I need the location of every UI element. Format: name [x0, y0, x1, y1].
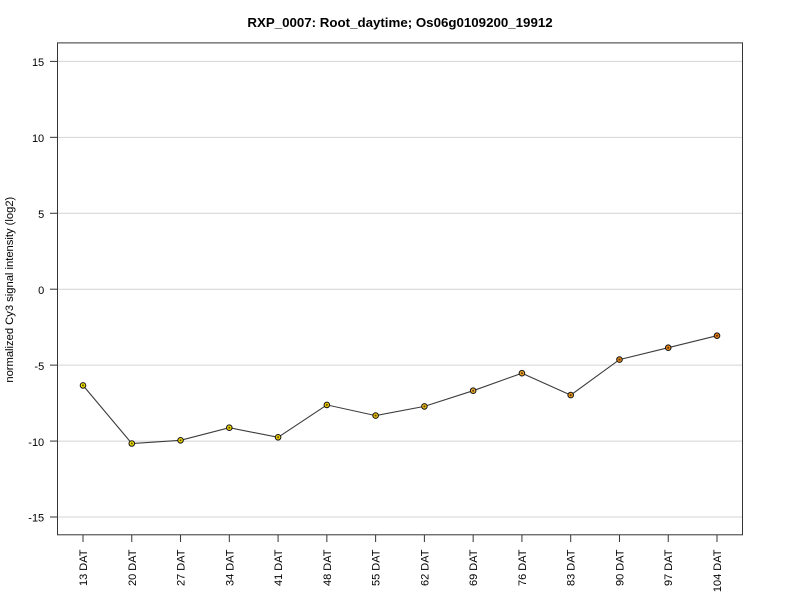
svg-text:15: 15 — [32, 57, 44, 69]
svg-text:83 DAT: 83 DAT — [566, 549, 578, 586]
svg-text:90 DAT: 90 DAT — [614, 549, 626, 586]
svg-text:76 DAT: 76 DAT — [517, 549, 529, 586]
svg-text:0: 0 — [38, 285, 44, 297]
svg-text:69 DAT: 69 DAT — [468, 549, 480, 586]
svg-text:97 DAT: 97 DAT — [663, 549, 675, 586]
svg-text:27 DAT: 27 DAT — [176, 549, 188, 586]
svg-text:-10: -10 — [28, 437, 44, 449]
svg-text:RXP_0007: Root_daytime; Os06g0: RXP_0007: Root_daytime; Os06g0109200_199… — [247, 15, 552, 30]
svg-text:55 DAT: 55 DAT — [371, 549, 383, 586]
svg-text:34 DAT: 34 DAT — [224, 549, 236, 586]
svg-text:104 DAT: 104 DAT — [712, 549, 724, 592]
svg-text:13 DAT: 13 DAT — [78, 549, 90, 586]
svg-text:normalized Cy3 signal intensit: normalized Cy3 signal intensity (log2) — [4, 196, 16, 382]
svg-text:20 DAT: 20 DAT — [127, 549, 139, 586]
svg-text:-5: -5 — [34, 361, 44, 373]
svg-text:5: 5 — [38, 209, 44, 221]
svg-text:10: 10 — [32, 133, 44, 145]
svg-text:62 DAT: 62 DAT — [419, 549, 431, 586]
svg-text:-15: -15 — [28, 513, 44, 525]
svg-text:41 DAT: 41 DAT — [273, 549, 285, 586]
svg-text:48 DAT: 48 DAT — [322, 549, 334, 586]
